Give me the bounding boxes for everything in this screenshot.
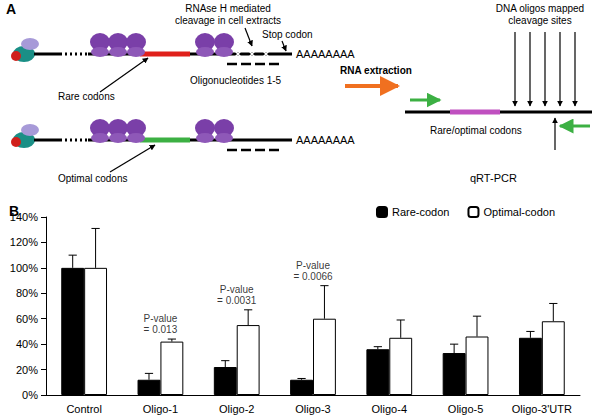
svg-text:cleavage sites: cleavage sites <box>508 15 571 26</box>
svg-text:qRT-PCR: qRT-PCR <box>470 172 517 184</box>
svg-text:Oligo-2: Oligo-2 <box>219 403 254 415</box>
svg-text:Oligo-3'UTR: Oligo-3'UTR <box>512 403 572 415</box>
svg-text:Oligo-3: Oligo-3 <box>295 403 330 415</box>
svg-text:120%: 120% <box>10 236 38 248</box>
svg-text:Rare-codon: Rare-codon <box>392 206 449 218</box>
svg-text:40%: 40% <box>16 338 38 350</box>
svg-text:P-value: P-value <box>143 313 177 324</box>
svg-text:RNA extraction: RNA extraction <box>340 65 412 76</box>
svg-text:AAAAAAAA: AAAAAAAA <box>296 134 355 146</box>
svg-text:AAAAAAAA: AAAAAAAA <box>296 48 355 60</box>
svg-text:Optimal-codon: Optimal-codon <box>483 206 555 218</box>
svg-text:Stop codon: Stop codon <box>262 29 313 40</box>
svg-text:= 0.0066: = 0.0066 <box>293 271 333 282</box>
svg-text:cleavage in cell extracts: cleavage in cell extracts <box>175 15 281 26</box>
svg-text:P-value: P-value <box>296 260 330 271</box>
svg-text:= 0.0031: = 0.0031 <box>217 295 257 306</box>
svg-text:80%: 80% <box>16 287 38 299</box>
svg-text:Oligo-4: Oligo-4 <box>372 403 407 415</box>
svg-text:RNAse H mediated: RNAse H mediated <box>185 3 271 14</box>
svg-text:Rare/optimal codons: Rare/optimal codons <box>430 125 522 136</box>
svg-text:60%: 60% <box>16 313 38 325</box>
svg-text:140%: 140% <box>9 211 38 223</box>
svg-text:A: A <box>6 1 16 17</box>
svg-text:DNA oligos mapped: DNA oligos mapped <box>496 3 584 14</box>
svg-text:Oligo-5: Oligo-5 <box>448 403 483 415</box>
svg-text:100%: 100% <box>10 262 38 274</box>
svg-text:Oligonucleotides 1-5: Oligonucleotides 1-5 <box>190 75 282 86</box>
svg-text:= 0.013: = 0.013 <box>144 324 178 335</box>
svg-text:Optimal codons: Optimal codons <box>58 173 127 184</box>
svg-text:B: B <box>9 203 19 219</box>
svg-text:P-value: P-value <box>220 284 254 295</box>
svg-text:Rare codons: Rare codons <box>58 91 115 102</box>
svg-text:Control: Control <box>66 403 101 415</box>
svg-text:0%: 0% <box>22 389 38 401</box>
svg-text:20%: 20% <box>16 364 38 376</box>
svg-text:Oligo-1: Oligo-1 <box>143 403 178 415</box>
